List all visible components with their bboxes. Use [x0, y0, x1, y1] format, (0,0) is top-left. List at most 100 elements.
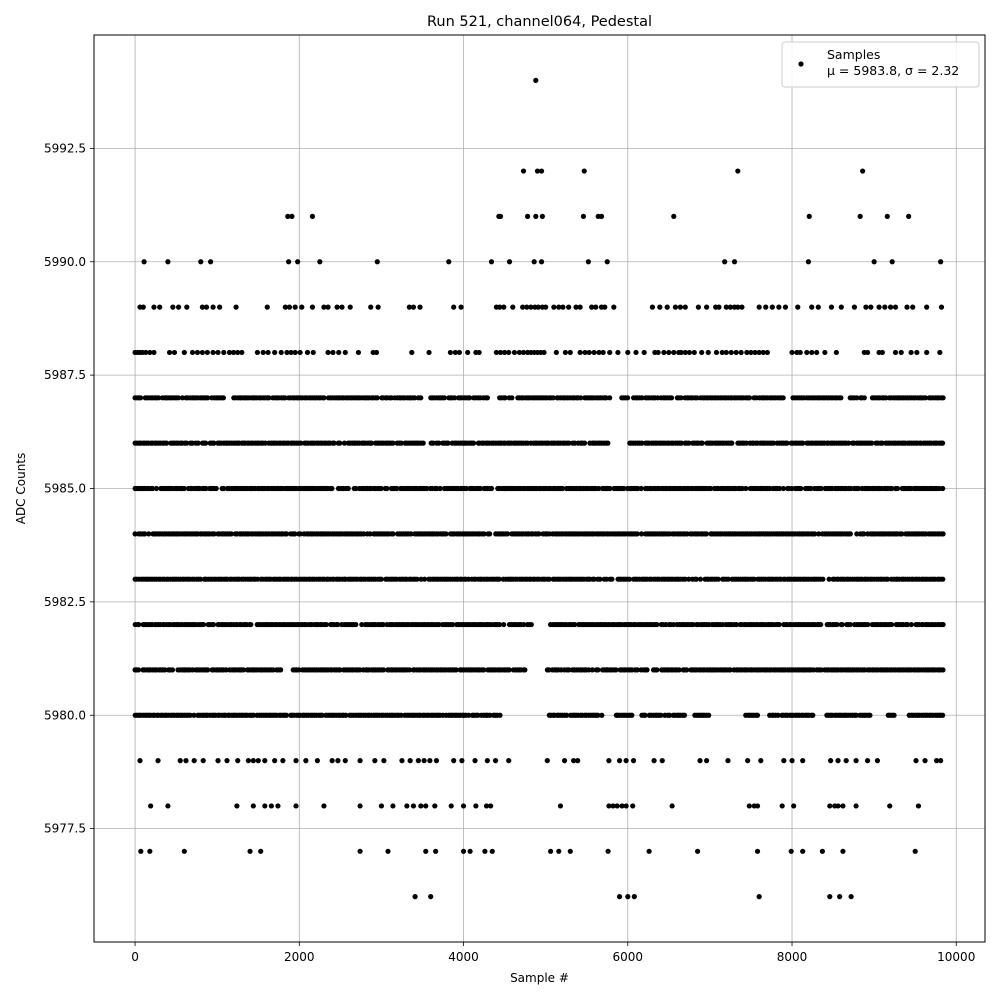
data-point: [184, 304, 190, 310]
data-point: [597, 576, 603, 582]
data-point: [451, 758, 457, 764]
data-point: [163, 440, 170, 446]
data-point: [506, 667, 512, 673]
data-point: [374, 395, 380, 401]
data-point: [567, 848, 573, 854]
data-point: [743, 440, 750, 446]
data-point: [477, 485, 483, 492]
data-point: [606, 803, 612, 809]
data-point: [812, 531, 818, 537]
data-point: [283, 712, 290, 718]
data-point: [782, 304, 789, 310]
legend-marker: [798, 61, 804, 67]
data-point: [147, 349, 153, 356]
data-point: [591, 349, 597, 356]
data-point: [599, 712, 605, 718]
data-point: [155, 395, 162, 401]
data-point: [135, 667, 142, 673]
data-point: [940, 531, 946, 537]
data-point: [175, 395, 181, 401]
data-point: [357, 758, 363, 764]
data-point: [460, 803, 467, 809]
data-point: [800, 848, 806, 854]
data-point: [861, 395, 867, 401]
data-point: [484, 395, 491, 401]
data-point: [611, 304, 617, 310]
data-point: [835, 803, 841, 809]
data-point: [205, 667, 211, 673]
data-point: [607, 349, 613, 356]
data-point: [713, 349, 720, 356]
data-point: [181, 848, 187, 854]
data-point: [199, 304, 205, 310]
data-point: [321, 304, 327, 310]
data-point: [183, 758, 189, 764]
data-point: [840, 848, 846, 854]
data-point: [331, 440, 337, 446]
data-point: [560, 304, 566, 310]
data-point: [339, 304, 345, 310]
data-point: [247, 848, 253, 854]
data-point: [602, 304, 608, 310]
data-point: [368, 440, 374, 446]
data-point: [776, 485, 782, 492]
data-point: [497, 712, 503, 718]
data-point: [319, 712, 325, 718]
data-point: [390, 803, 396, 809]
data-point: [691, 349, 697, 356]
data-point: [760, 349, 766, 356]
data-point: [373, 349, 380, 356]
data-point: [421, 576, 428, 582]
data-point: [739, 485, 745, 492]
data-point: [459, 758, 465, 764]
data-point: [536, 531, 542, 537]
data-point: [460, 848, 467, 854]
data-point: [210, 349, 216, 356]
y-tick-label: 5980.0: [44, 708, 86, 722]
data-point: [631, 894, 637, 900]
data-point: [874, 758, 881, 764]
data-point: [155, 758, 161, 764]
data-point: [265, 349, 271, 356]
data-point: [270, 667, 276, 673]
data-point: [820, 576, 826, 582]
data-point: [595, 712, 601, 718]
data-point: [704, 304, 710, 310]
data-point: [208, 259, 214, 265]
data-point: [385, 848, 391, 854]
data-point: [735, 304, 741, 310]
data-point: [671, 213, 677, 219]
data-point: [343, 712, 349, 718]
data-point: [314, 758, 320, 764]
data-point: [633, 349, 639, 356]
data-point: [250, 758, 256, 764]
data-point: [516, 349, 522, 356]
data-point: [784, 440, 790, 446]
data-point: [357, 803, 363, 809]
data-point: [337, 440, 343, 446]
data-point: [657, 304, 663, 310]
data-point: [203, 485, 209, 492]
data-point: [245, 758, 251, 764]
data-point: [502, 395, 508, 401]
data-point: [384, 485, 390, 492]
data-point: [697, 576, 704, 582]
data-point: [488, 259, 495, 265]
data-point: [605, 848, 611, 854]
data-point: [851, 304, 858, 310]
data-point: [213, 485, 219, 492]
data-point: [509, 395, 515, 401]
data-point: [589, 667, 595, 673]
data-point: [203, 304, 210, 310]
data-point: [693, 576, 700, 582]
data-point: [262, 803, 268, 809]
data-point: [303, 758, 309, 764]
data-point: [924, 304, 930, 310]
data-point: [337, 667, 343, 673]
data-point: [809, 304, 815, 310]
data-point: [626, 576, 633, 582]
data-point: [604, 259, 610, 265]
data-point: [854, 531, 860, 537]
data-point: [639, 440, 645, 446]
data-point: [181, 349, 187, 356]
